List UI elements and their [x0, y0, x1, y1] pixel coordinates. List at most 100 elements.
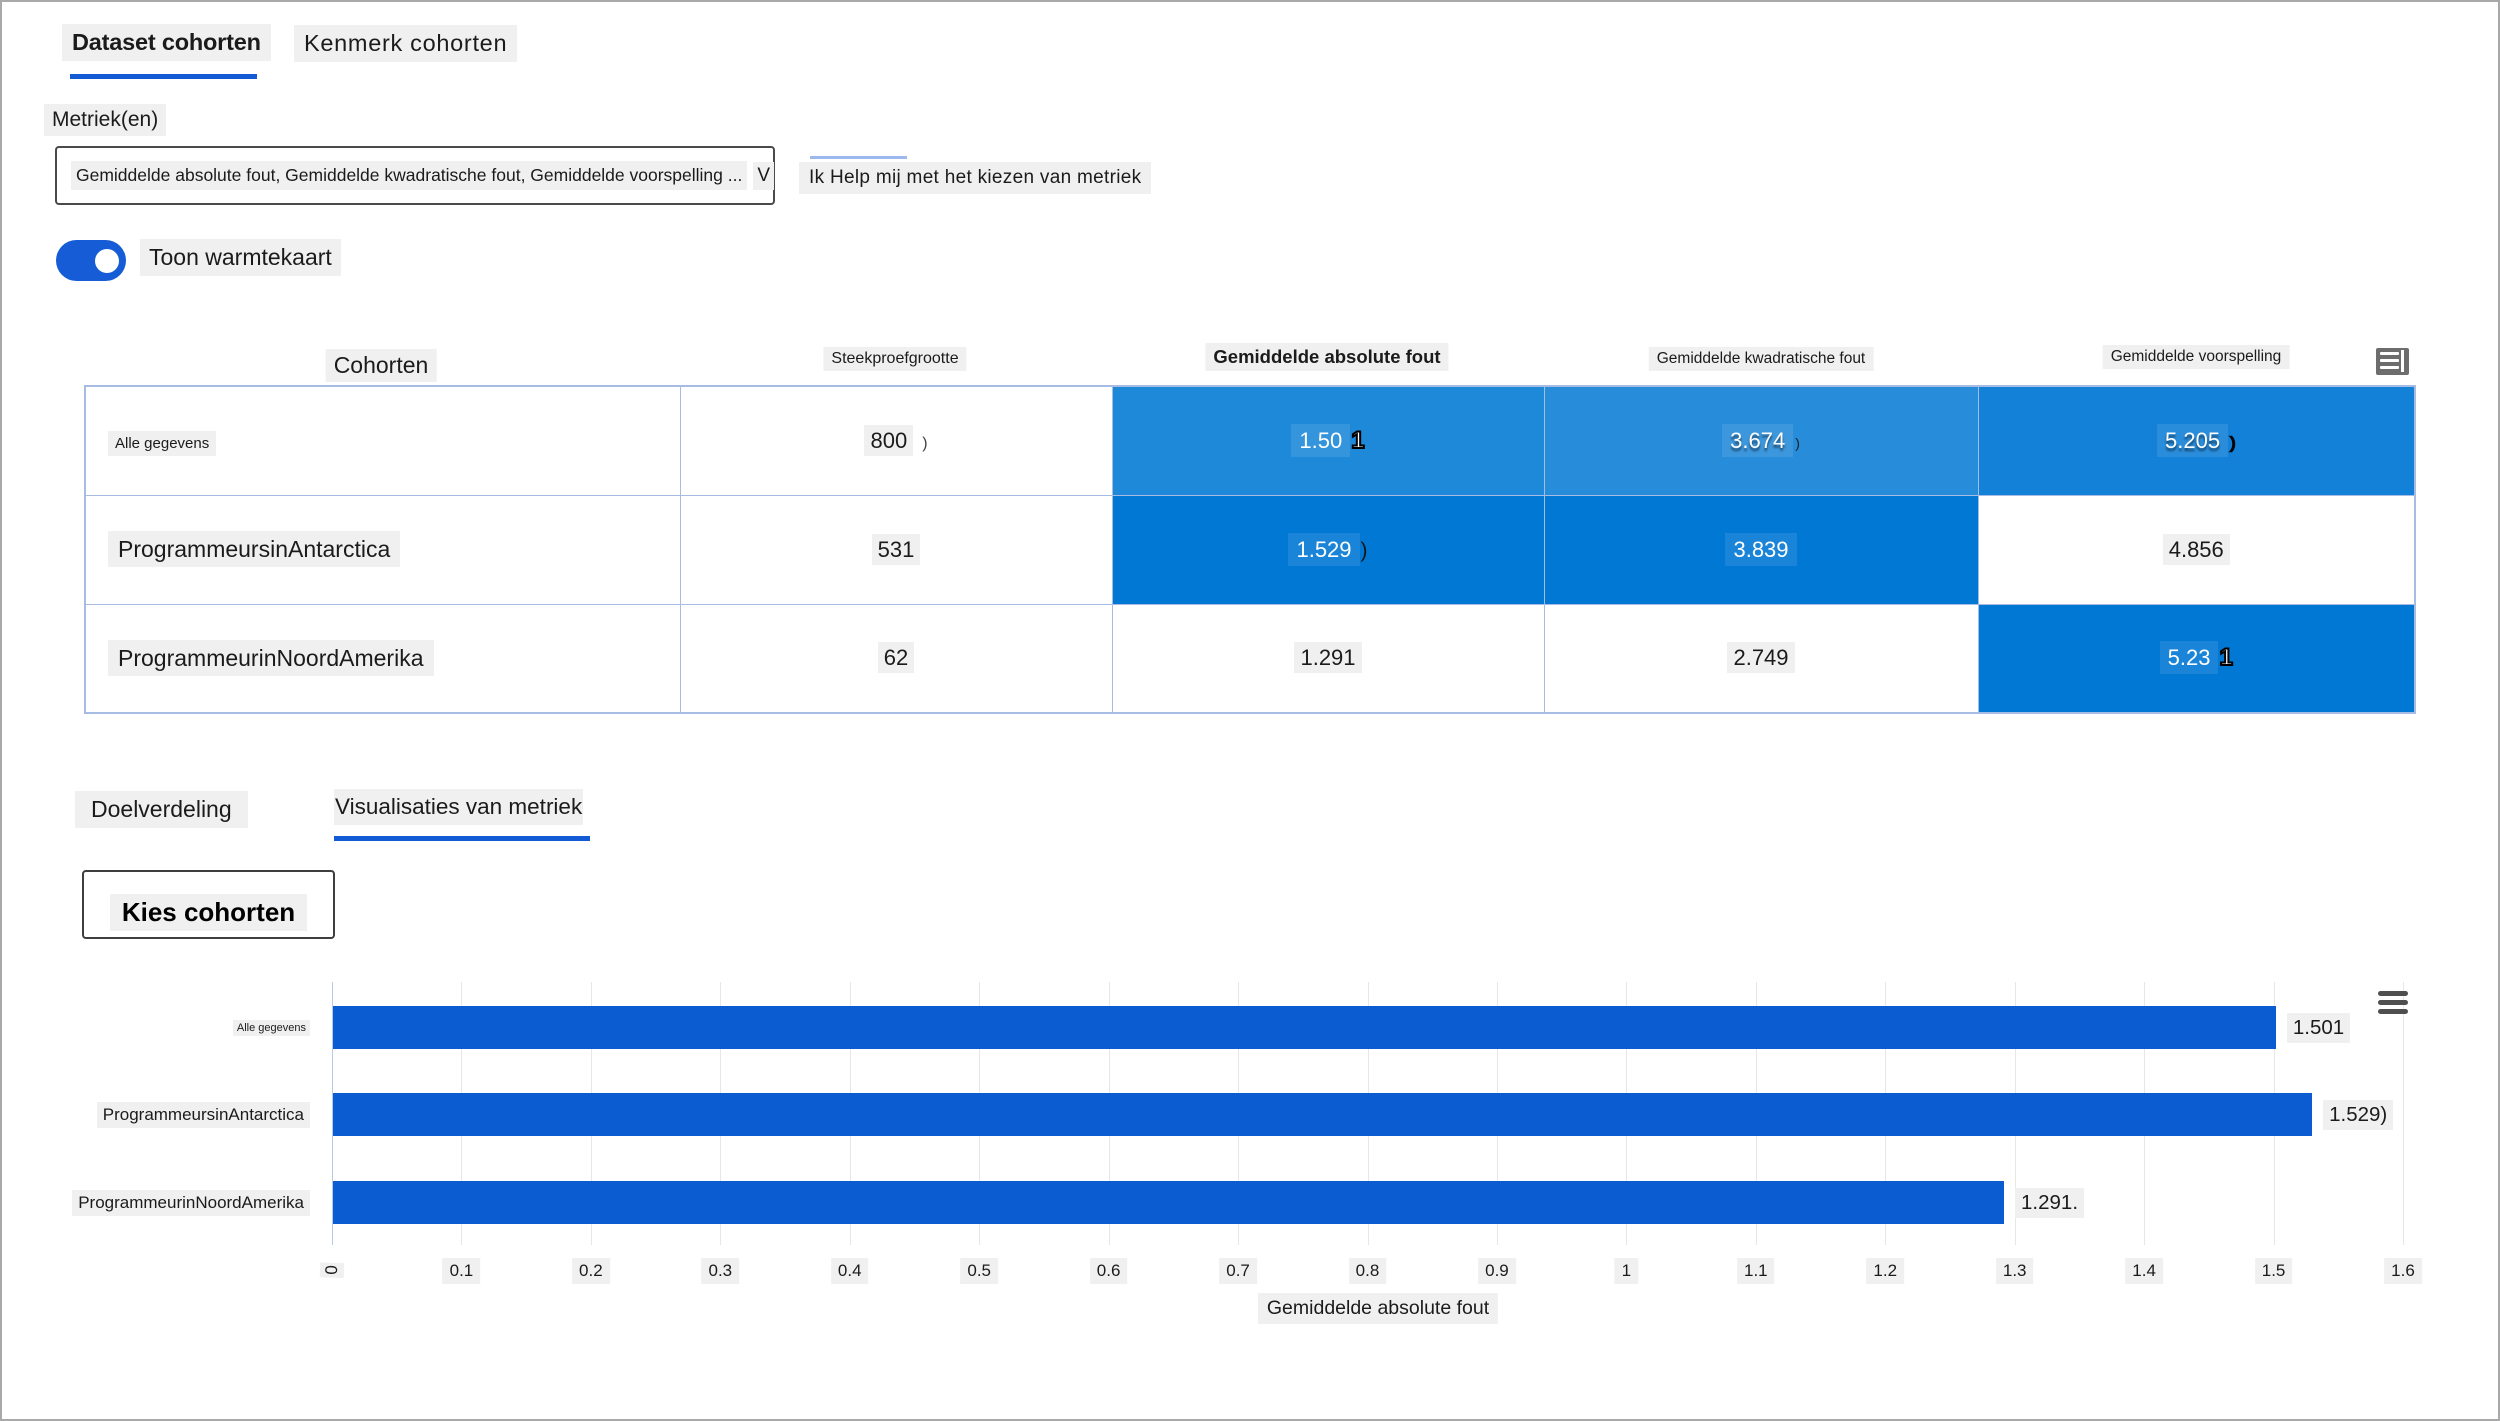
cell-value: 3.674: [1722, 423, 1794, 457]
cell-value: 2.749: [1727, 642, 1795, 674]
mean-prediction-cell: 4.856: [1977, 494, 2416, 605]
sample-size-cell: 800): [679, 385, 1113, 496]
chevron-down-icon: V: [753, 161, 775, 190]
cell-value: 5.23: [2159, 641, 2219, 675]
mean-prediction-cell: 5.205): [1977, 385, 2416, 496]
metrics-dropdown[interactable]: Gemiddelde absolute fout, Gemiddelde kwa…: [55, 146, 775, 205]
x-tick-label: 1.3: [1995, 1258, 2034, 1284]
mse-cell: 2.749: [1543, 603, 1979, 714]
mae-cell: 1.50 1: [1111, 385, 1545, 496]
icon-stroke: [2380, 352, 2399, 355]
table-row[interactable]: ProgrammeursinAntarctica 531 1.529) 3.83…: [84, 494, 2416, 605]
icon-stroke: [2378, 1000, 2408, 1005]
x-tick-label: 0.6: [1089, 1258, 1128, 1284]
x-tick-label: 1.5: [2254, 1258, 2293, 1284]
x-tick-label: 0.1: [442, 1258, 481, 1284]
table-row[interactable]: ProgrammeurinNoordAmerika 62 1.291 2.749…: [84, 603, 2416, 714]
tab-feature-cohorts[interactable]: Kenmerk cohorten: [294, 25, 518, 62]
artifact-paren: ): [1360, 538, 1368, 562]
bar-1[interactable]: [333, 1093, 2313, 1136]
chart-menu-icon[interactable]: [2378, 991, 2408, 1016]
x-tick-label: 1.1: [1736, 1258, 1775, 1284]
cohort-name-cell: ProgrammeursinAntarctica: [84, 494, 681, 605]
artifact-paren: ): [2229, 434, 2236, 453]
column-header-mean-prediction: Gemiddelde voorspelling: [2102, 345, 2290, 369]
bar-0[interactable]: [333, 1006, 2276, 1049]
choose-cohorts-label: Kies cohorten: [109, 893, 308, 931]
cell-value: 62: [877, 642, 915, 674]
mae-cell: 1.291: [1111, 603, 1545, 714]
gridline: [332, 982, 333, 1245]
choose-cohorts-button[interactable]: Kies cohorten: [82, 870, 335, 939]
artifact-outlined-digit: 1: [1350, 426, 1365, 455]
sample-size-cell: 531: [679, 494, 1113, 605]
heatmap-toggle[interactable]: [56, 240, 126, 281]
icon-stroke: [2380, 359, 2399, 362]
sample-size-cell: 62: [679, 603, 1113, 714]
icon-stroke: [2378, 1009, 2408, 1014]
mean-prediction-cell: 5.23 1: [1977, 603, 2416, 714]
table-row[interactable]: Alle gegevens 800) 1.50 1 3.674) 5.205): [84, 385, 2416, 496]
x-tick-label: 0.7: [1219, 1258, 1257, 1284]
cell-value: 4.856: [2162, 533, 2230, 565]
column-header-sample-size: Steekproefgrootte: [823, 347, 967, 371]
cohort-name-label: Alle gegevens: [108, 430, 217, 456]
toggle-knob: [95, 248, 119, 273]
cohort-name-label: ProgrammeurinNoordAmerika: [108, 639, 434, 676]
bar-value-label: 1.501: [2286, 1012, 2351, 1043]
tab-target-distribution[interactable]: Doelverdeling: [75, 791, 248, 828]
cell-value: 800: [864, 424, 914, 456]
cohort-name-cell: Alle gegevens: [84, 385, 681, 496]
x-tick-label: 0.5: [960, 1258, 999, 1284]
x-tick-label: 1.4: [2125, 1258, 2163, 1284]
icon-stroke: [2401, 350, 2404, 372]
mse-cell: 3.839: [1543, 494, 1979, 605]
icon-stroke: [2378, 991, 2408, 996]
gridline: [2403, 982, 2404, 1245]
column-header-mae: Gemiddelde absolute fout: [1205, 343, 1449, 371]
cell-value: 3.839: [1725, 532, 1797, 566]
active-tab-underline: [334, 836, 590, 841]
metrics-label: Metriek(en): [44, 104, 167, 136]
column-header-cohorts: Cohorten: [325, 349, 437, 382]
x-tick-label: 1.2: [1866, 1258, 1905, 1284]
cell-value: 1.50: [1291, 423, 1351, 457]
x-tick-label: 0.3: [701, 1258, 740, 1284]
cell-value: 5.205: [2157, 423, 2229, 457]
heatmap-toggle-label: Toon warmtekaart: [140, 239, 341, 276]
artifact-outlined-digit: 1: [2218, 643, 2233, 672]
x-tick-label: 0.8: [1348, 1258, 1387, 1284]
artifact-paren: ): [922, 434, 928, 452]
cohort-name-cell: ProgrammeurinNoordAmerika: [84, 603, 681, 714]
x-tick-label: 0.2: [572, 1258, 610, 1284]
cell-value: 1.291: [1294, 642, 1362, 674]
y-category-label: ProgrammeurinNoordAmerika: [72, 1189, 310, 1216]
cell-value: 531: [871, 533, 921, 565]
cohort-metrics-table: Alle gegevens 800) 1.50 1 3.674) 5.205) P…: [84, 385, 2416, 714]
x-axis-title: Gemiddelde absolute fout: [1257, 1293, 1499, 1324]
y-category-label: Alle gegevens: [232, 1019, 310, 1036]
x-tick-label: 0: [319, 1261, 345, 1279]
y-category-label: ProgrammeursinAntarctica: [96, 1101, 310, 1128]
x-tick-label: 0.9: [1478, 1258, 1516, 1284]
artifact-paren: ): [1795, 434, 1800, 451]
bar-value-label: 1.529): [2323, 1099, 2394, 1130]
column-header-mse: Gemiddelde kwadratische fout: [1648, 347, 1874, 371]
x-tick-label: 1.6: [2384, 1258, 2422, 1284]
table-view-icon[interactable]: [2376, 348, 2409, 375]
active-tab-underline: [70, 74, 257, 79]
mse-cell: 3.674): [1543, 385, 1979, 496]
x-tick-label: 0.4: [830, 1258, 869, 1284]
help-link-accent: [810, 156, 907, 159]
bar-value-label: 1.291.: [2015, 1187, 2085, 1218]
cohort-name-label: ProgrammeursinAntarctica: [108, 531, 401, 567]
icon-stroke: [2380, 366, 2399, 369]
mae-cell: 1.529): [1111, 494, 1545, 605]
help-choose-metrics-link[interactable]: Ik Help mij met het kiezen van metriek: [799, 162, 1152, 194]
tab-dataset-cohorts[interactable]: Dataset cohorten: [62, 24, 271, 61]
cell-value: 1.529: [1288, 532, 1360, 566]
tab-metric-visualizations[interactable]: Visualisaties van metriek: [334, 789, 584, 825]
x-tick-label: 1: [1614, 1258, 1639, 1284]
metrics-dropdown-value: Gemiddelde absolute fout, Gemiddelde kwa…: [71, 161, 748, 190]
bar-2[interactable]: [333, 1181, 2005, 1224]
